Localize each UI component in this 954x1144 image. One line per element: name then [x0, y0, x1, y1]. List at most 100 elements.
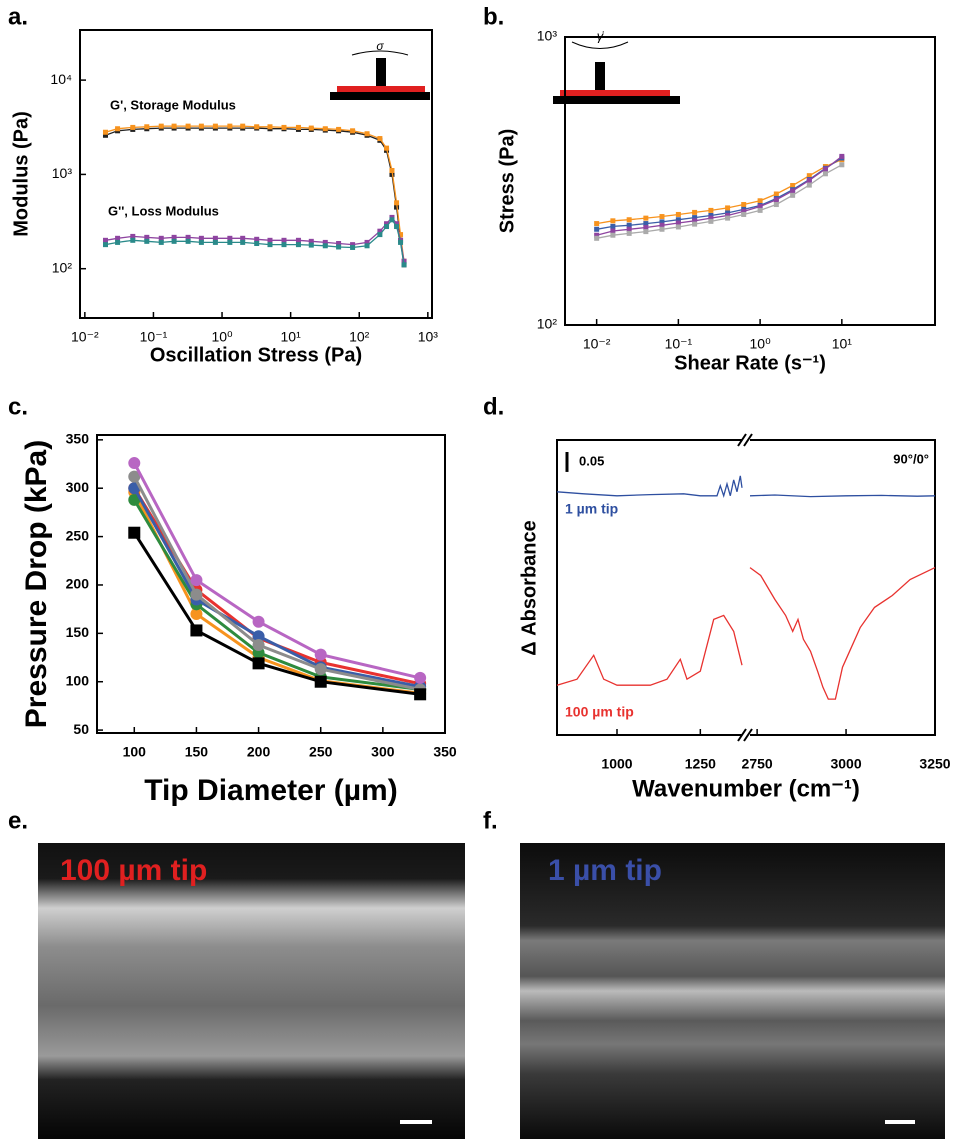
y-axis-title: Pressure Drop (kPa): [20, 440, 53, 728]
x-tick-label: 10¹: [281, 329, 302, 345]
marker: [806, 177, 812, 183]
marker: [252, 638, 265, 651]
marker: [708, 218, 714, 224]
x-tick-label: 10⁻²: [583, 336, 611, 352]
marker: [130, 237, 136, 243]
marker: [240, 235, 246, 241]
series-line: [596, 159, 843, 225]
y-tick-label: 150: [66, 624, 90, 640]
marker: [314, 663, 327, 676]
marker: [414, 671, 427, 684]
marker: [350, 242, 356, 248]
series-line: [132, 491, 421, 695]
y-tick-label: 350: [66, 431, 90, 447]
x-tick-label: 250: [309, 744, 333, 760]
marker: [227, 123, 233, 129]
image-label: 1 µm tip: [548, 854, 662, 887]
marker: [692, 218, 698, 224]
marker: [757, 198, 763, 204]
marker: [102, 237, 108, 243]
marker: [252, 630, 265, 643]
marker: [659, 222, 665, 228]
marker: [144, 234, 150, 240]
marker: [725, 205, 731, 211]
x-axis-title: Wavenumber (cm⁻¹): [632, 775, 860, 802]
marker: [773, 191, 779, 197]
marker: [267, 242, 273, 248]
marker: [626, 226, 632, 232]
marker: [790, 188, 796, 194]
marker: [336, 244, 342, 250]
marker: [675, 211, 681, 217]
marker: [281, 124, 287, 130]
marker: [158, 123, 164, 129]
marker: [171, 234, 177, 240]
marker: [364, 239, 370, 245]
x-tick-label: 350: [433, 744, 457, 760]
x-axis-title: Tip Diameter (µm): [144, 774, 397, 807]
marker: [675, 224, 681, 230]
marker: [171, 238, 177, 244]
marker: [377, 136, 383, 142]
plot-frame: [564, 36, 936, 326]
marker: [336, 126, 342, 132]
marker: [594, 226, 600, 232]
y-tick-label: 50: [73, 721, 89, 737]
x-tick-label: 1000: [601, 756, 632, 772]
marker: [198, 123, 204, 129]
marker: [350, 128, 356, 134]
x-tick-label: 100: [123, 744, 147, 760]
marker: [336, 241, 342, 247]
marker: [115, 126, 121, 132]
marker: [308, 125, 314, 131]
marker: [725, 212, 731, 218]
marker: [643, 229, 649, 235]
marker: [240, 239, 246, 245]
marker: [757, 203, 763, 209]
marker: [626, 217, 632, 223]
marker: [190, 624, 203, 637]
panel-label: e.: [8, 807, 28, 834]
y-tick-label: 10³: [52, 165, 73, 181]
marker: [267, 124, 273, 130]
marker: [227, 239, 233, 245]
marker: [773, 197, 779, 203]
axis-break: [742, 733, 750, 737]
marker: [610, 228, 616, 234]
marker: [115, 235, 121, 241]
annotation: G', Storage Modulus: [110, 97, 236, 112]
series-label: 1 µm tip: [565, 501, 618, 517]
marker: [675, 217, 681, 223]
x-tick-label: 10⁻¹: [140, 329, 168, 345]
x-tick-label: 10⁰: [211, 329, 233, 345]
x-tick-label: 300: [371, 744, 395, 760]
marker: [377, 228, 383, 234]
marker: [198, 239, 204, 245]
y-tick-label: 10³: [537, 28, 558, 44]
marker: [741, 208, 747, 214]
inset: [330, 50, 430, 100]
x-tick-label: 10³: [418, 329, 439, 345]
marker: [659, 214, 665, 220]
x-axis-title: Shear Rate (s⁻¹): [674, 352, 826, 374]
marker: [414, 688, 427, 701]
series-line: [132, 487, 421, 689]
marker: [692, 221, 698, 227]
series-line: [133, 499, 421, 691]
marker: [626, 230, 632, 236]
marker: [610, 232, 616, 238]
y-axis-title: Stress (Pa): [496, 129, 518, 234]
marker: [350, 244, 356, 250]
marker: [252, 615, 265, 628]
series-line: [132, 475, 421, 691]
series-line: [556, 567, 936, 700]
marker: [708, 215, 714, 221]
marker: [322, 243, 328, 249]
marker: [377, 232, 383, 238]
marker: [384, 145, 390, 151]
marker: [185, 123, 191, 129]
series-label: 100 µm tip: [565, 704, 634, 720]
marker: [128, 457, 141, 470]
x-tick-label: 10⁻¹: [665, 336, 693, 352]
y-tick-label: 10²: [52, 259, 73, 275]
